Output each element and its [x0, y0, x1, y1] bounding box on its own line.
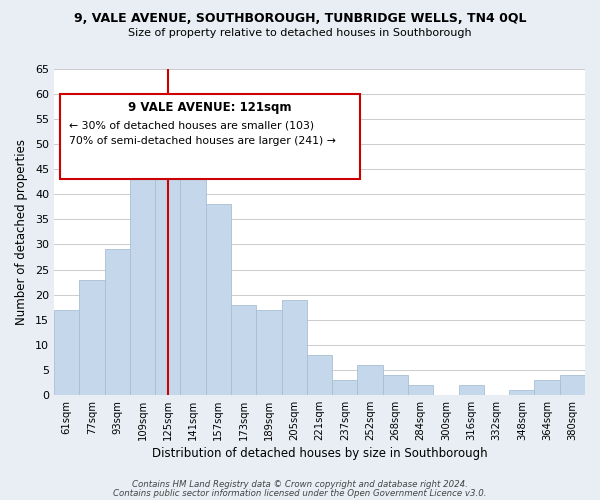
Bar [383, 375, 408, 395]
Bar [79, 280, 104, 395]
Y-axis label: Number of detached properties: Number of detached properties [15, 139, 28, 325]
Bar [535, 380, 560, 395]
Bar [281, 300, 307, 395]
Bar [509, 390, 535, 395]
Text: Size of property relative to detached houses in Southborough: Size of property relative to detached ho… [128, 28, 472, 38]
Bar [307, 354, 332, 395]
Bar [332, 380, 358, 395]
Bar [231, 304, 256, 395]
Bar [458, 385, 484, 395]
Bar [206, 204, 231, 395]
Text: Contains HM Land Registry data © Crown copyright and database right 2024.: Contains HM Land Registry data © Crown c… [132, 480, 468, 489]
Bar [181, 159, 206, 395]
Bar [130, 139, 155, 395]
Bar [408, 385, 433, 395]
Bar [256, 310, 281, 395]
Text: ← 30% of detached houses are smaller (103): ← 30% of detached houses are smaller (10… [69, 120, 314, 130]
Bar [155, 124, 181, 395]
Bar [560, 375, 585, 395]
Bar [104, 250, 130, 395]
Text: 70% of semi-detached houses are larger (241) →: 70% of semi-detached houses are larger (… [69, 136, 336, 146]
Text: Contains public sector information licensed under the Open Government Licence v3: Contains public sector information licen… [113, 488, 487, 498]
Bar [54, 310, 79, 395]
Text: 9 VALE AVENUE: 121sqm: 9 VALE AVENUE: 121sqm [128, 102, 292, 114]
X-axis label: Distribution of detached houses by size in Southborough: Distribution of detached houses by size … [152, 447, 487, 460]
Bar [358, 364, 383, 395]
Text: 9, VALE AVENUE, SOUTHBOROUGH, TUNBRIDGE WELLS, TN4 0QL: 9, VALE AVENUE, SOUTHBOROUGH, TUNBRIDGE … [74, 12, 526, 26]
